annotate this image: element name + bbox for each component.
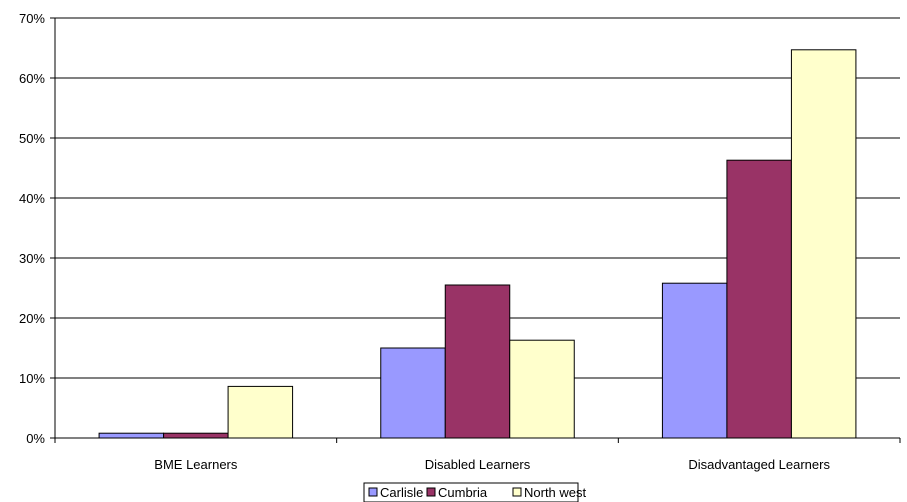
axes bbox=[54, 18, 900, 439]
legend-swatch bbox=[512, 487, 522, 497]
legend-swatch bbox=[426, 487, 436, 497]
bar bbox=[98, 432, 165, 439]
bar bbox=[790, 49, 857, 439]
bars bbox=[98, 49, 857, 439]
bar bbox=[509, 339, 575, 439]
legend-label: Cumbria bbox=[438, 485, 488, 500]
bar bbox=[726, 159, 792, 439]
bar bbox=[380, 347, 446, 439]
bar bbox=[444, 284, 511, 439]
legend-label: North west bbox=[524, 485, 587, 500]
y-tick-label: 60% bbox=[19, 71, 45, 86]
y-axis-ticks: 0% 10% 20% 30% 40% 50% 60% 70% bbox=[19, 11, 55, 446]
y-tick-label: 10% bbox=[19, 371, 45, 386]
bar bbox=[661, 282, 728, 439]
y-tick-label: 0% bbox=[26, 431, 45, 446]
x-tick-label: Disadvantaged Learners bbox=[688, 457, 830, 472]
legend: Carlisle Cumbria North west bbox=[363, 482, 587, 502]
legend-swatch bbox=[368, 487, 378, 497]
y-tick-label: 30% bbox=[19, 251, 45, 266]
bar bbox=[227, 385, 294, 439]
bar bbox=[163, 432, 229, 439]
y-tick-label: 70% bbox=[19, 11, 45, 26]
x-axis-ticks: BME Learners Disabled Learners Disadvantag… bbox=[54, 438, 901, 472]
legend-label: Carlisle bbox=[380, 485, 423, 500]
y-tick-label: 40% bbox=[19, 191, 45, 206]
legend-box bbox=[363, 482, 579, 502]
x-tick-label: BME Learners bbox=[154, 457, 238, 472]
y-tick-label: 20% bbox=[19, 311, 45, 326]
x-tick-label: Disabled Learners bbox=[425, 457, 531, 472]
gridlines bbox=[55, 17, 900, 379]
y-tick-label: 50% bbox=[19, 131, 45, 146]
